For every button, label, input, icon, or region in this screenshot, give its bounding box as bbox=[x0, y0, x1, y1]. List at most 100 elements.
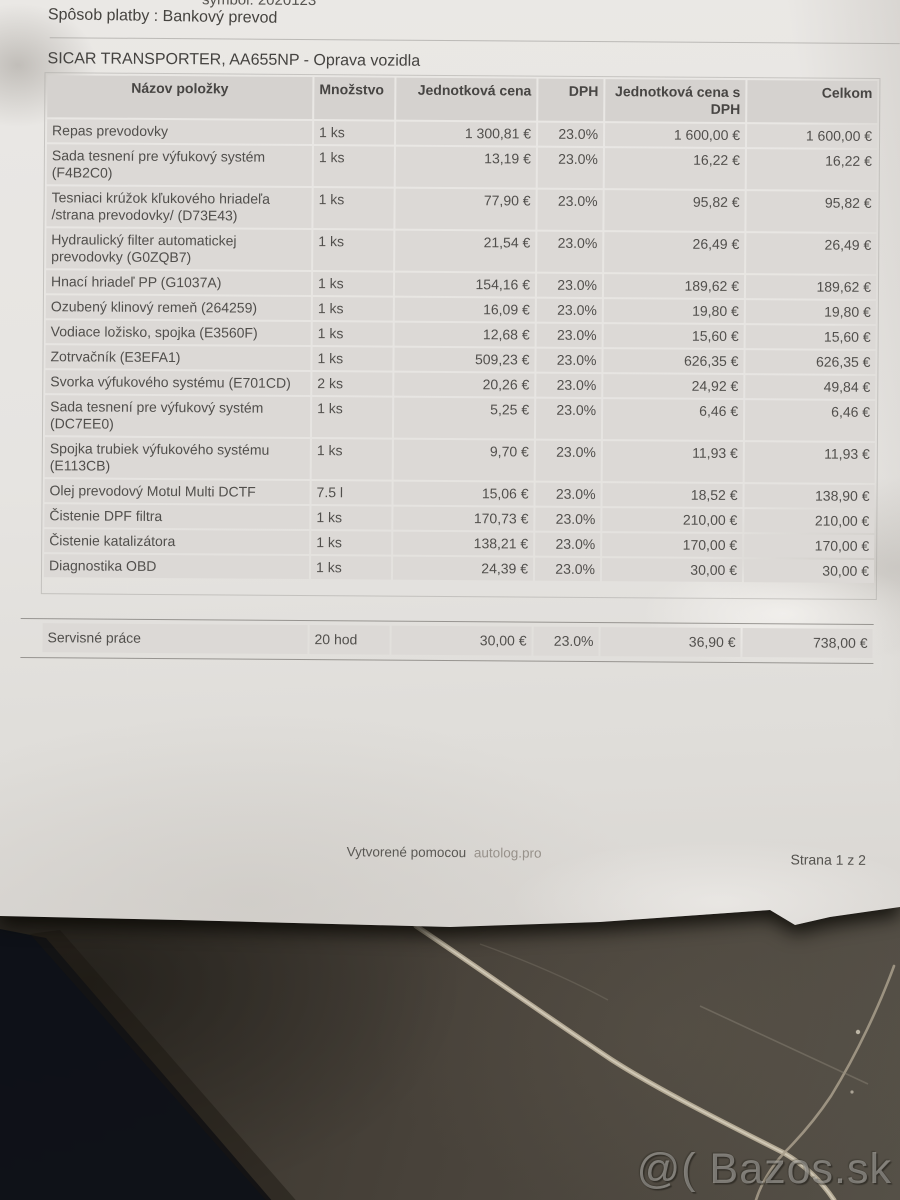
item-vat-cell: 23.0% bbox=[537, 189, 603, 231]
item-vat-cell: 23.0% bbox=[536, 273, 603, 298]
table-row: Hydraulický filter automatickej prevodov… bbox=[46, 228, 877, 274]
invoice-table-header: Názov položky Množstvo Jednotková cena D… bbox=[47, 75, 878, 123]
item-unit-price-cell: 24,39 € bbox=[392, 556, 534, 581]
item-name-cell: Čistenie katalizátora bbox=[44, 529, 310, 555]
item-vat-cell: 23.0% bbox=[537, 231, 603, 273]
item-qty-cell: 1 ks bbox=[311, 506, 392, 530]
item-name-cell: Vodiace ložisko, spojka (E3560F) bbox=[45, 320, 311, 346]
item-unit-price-cell: 77,90 € bbox=[395, 188, 536, 230]
table-row: Ozubený klinový remeň (264259) 1 ks 16,0… bbox=[45, 295, 876, 324]
service-vat-cell: 23.0% bbox=[533, 626, 599, 657]
dark-fabric-edge-shadow bbox=[30, 930, 296, 1200]
item-qty-cell: 1 ks bbox=[311, 439, 392, 480]
item-total-cell: 16,22 € bbox=[746, 149, 877, 190]
invoice-table: Názov položky Množstvo Jednotková cena D… bbox=[40, 72, 881, 600]
item-qty-cell: 1 ks bbox=[312, 322, 393, 346]
service-name-cell: Servisné práce bbox=[42, 623, 308, 655]
table-row: Vodiace ložisko, spojka (E3560F) 1 ks 12… bbox=[45, 320, 876, 349]
item-name-cell: Olej prevodový Motul Multi DCTF bbox=[44, 479, 310, 505]
item-unit-price-vat-cell: 11,93 € bbox=[602, 441, 743, 483]
service-unit-price-vat-cell: 36,90 € bbox=[600, 627, 741, 658]
item-vat-cell: 23.0% bbox=[535, 482, 601, 507]
table-row: Sada tesnení pre výfukový systém (DC7EE0… bbox=[44, 395, 876, 441]
table-row: Tesniaci krúžok kľukového hriadeľa /stra… bbox=[46, 186, 877, 232]
item-name-cell: Ozubený klinový remeň (264259) bbox=[45, 295, 311, 321]
table-row: Spojka trubiek výfukového systému (E113C… bbox=[44, 437, 875, 483]
item-qty-cell: 7.5 l bbox=[311, 481, 392, 505]
item-unit-price-vat-cell: 189,62 € bbox=[603, 274, 745, 299]
item-total-cell: 138,90 € bbox=[744, 484, 875, 508]
item-vat-cell: 23.0% bbox=[537, 122, 604, 147]
item-qty-cell: 1 ks bbox=[311, 397, 393, 438]
item-unit-price-vat-cell: 626,35 € bbox=[603, 349, 744, 374]
item-unit-price-vat-cell: 95,82 € bbox=[604, 190, 745, 232]
service-unit-price-cell: 30,00 € bbox=[391, 625, 532, 656]
item-qty-cell: 1 ks bbox=[310, 556, 392, 580]
item-qty-cell: 1 ks bbox=[313, 230, 394, 271]
table-row: Čistenie katalizátora 1 ks 138,21 € 23.0… bbox=[44, 529, 875, 558]
item-qty-cell: 1 ks bbox=[312, 272, 394, 296]
item-vat-cell: 23.0% bbox=[537, 147, 603, 189]
autolog-link: autolog.pro bbox=[473, 845, 542, 861]
item-total-cell: 626,35 € bbox=[745, 350, 876, 374]
item-name-cell: Svorka výfukového systému (E701CD) bbox=[45, 370, 311, 396]
item-total-cell: 11,93 € bbox=[744, 442, 875, 483]
vein-speck-2 bbox=[850, 1090, 854, 1094]
item-unit-price-cell: 1 300,81 € bbox=[395, 121, 537, 146]
cut-off-top-line: symbol: 2020123 bbox=[201, 0, 317, 10]
table-row: Olej prevodový Motul Multi DCTF 7.5 l 15… bbox=[44, 479, 875, 508]
section-divider bbox=[49, 37, 900, 45]
item-vat-cell: 23.0% bbox=[535, 398, 602, 440]
item-unit-price-cell: 13,19 € bbox=[395, 146, 536, 188]
item-unit-price-cell: 154,16 € bbox=[394, 272, 536, 297]
item-total-cell: 49,84 € bbox=[745, 375, 876, 399]
item-qty-cell: 1 ks bbox=[313, 188, 394, 229]
invoice-table-body: Repas prevodovky 1 ks 1 300,81 € 23.0% 1… bbox=[43, 119, 878, 583]
item-name-cell: Hnací hriadeľ PP (G1037A) bbox=[45, 270, 312, 296]
item-qty-cell: 1 ks bbox=[312, 347, 393, 371]
item-unit-price-vat-cell: 1 600,00 € bbox=[604, 123, 746, 148]
paper-content: symbol: 2020123 Spôsob platby : Bankový … bbox=[20, 0, 900, 868]
item-unit-price-vat-cell: 15,60 € bbox=[603, 324, 744, 349]
header-unit-price: Jednotková cena bbox=[396, 77, 537, 121]
item-unit-price-vat-cell: 30,00 € bbox=[601, 558, 743, 583]
item-total-cell: 15,60 € bbox=[745, 325, 876, 349]
item-name-cell: Tesniaci krúžok kľukového hriadeľa /stra… bbox=[46, 186, 312, 229]
item-name-cell: Diagnostika OBD bbox=[43, 554, 310, 580]
item-qty-cell: 1 ks bbox=[314, 121, 395, 145]
item-name-cell: Hydraulický filter automatickej prevodov… bbox=[46, 228, 312, 271]
item-vat-cell: 23.0% bbox=[536, 323, 602, 348]
document-title: SICAR TRANSPORTER, AA655NP - Oprava vozi… bbox=[47, 50, 421, 70]
page-number: Strana 1 z 2 bbox=[790, 851, 867, 868]
item-name-cell: Zotrvačník (E3EFA1) bbox=[45, 345, 311, 371]
item-unit-price-cell: 20,26 € bbox=[394, 372, 535, 397]
item-total-cell: 1 600,00 € bbox=[746, 124, 878, 148]
table-row: Svorka výfukového systému (E701CD) 2 ks … bbox=[45, 370, 876, 399]
item-unit-price-cell: 5,25 € bbox=[393, 397, 535, 439]
item-unit-price-cell: 15,06 € bbox=[393, 481, 534, 506]
item-qty-cell: 1 ks bbox=[312, 297, 393, 321]
payment-method-line: Spôsob platby : Bankový prevod bbox=[47, 6, 278, 27]
item-vat-cell: 23.0% bbox=[535, 507, 601, 532]
item-total-cell: 210,00 € bbox=[744, 509, 875, 533]
table-row: Čistenie DPF filtra 1 ks 170,73 € 23.0% … bbox=[44, 504, 875, 533]
item-vat-cell: 23.0% bbox=[536, 348, 602, 373]
header-quantity: Množstvo bbox=[314, 77, 395, 120]
item-unit-price-cell: 12,68 € bbox=[394, 322, 535, 347]
item-total-cell: 26,49 € bbox=[746, 233, 877, 274]
vein-main-core bbox=[415, 925, 835, 1200]
table-row: Repas prevodovky 1 ks 1 300,81 € 23.0% 1… bbox=[47, 119, 878, 148]
item-total-cell: 189,62 € bbox=[745, 275, 877, 299]
item-qty-cell: 1 ks bbox=[313, 146, 394, 187]
item-total-cell: 170,00 € bbox=[744, 534, 875, 558]
vein-secondary bbox=[754, 964, 896, 1200]
item-qty-cell: 2 ks bbox=[312, 372, 393, 396]
item-total-cell: 6,46 € bbox=[744, 400, 876, 441]
item-total-cell: 95,82 € bbox=[746, 191, 877, 232]
item-vat-cell: 23.0% bbox=[534, 557, 601, 582]
item-unit-price-vat-cell: 24,92 € bbox=[603, 374, 744, 399]
service-qty-cell: 20 hod bbox=[309, 625, 390, 655]
